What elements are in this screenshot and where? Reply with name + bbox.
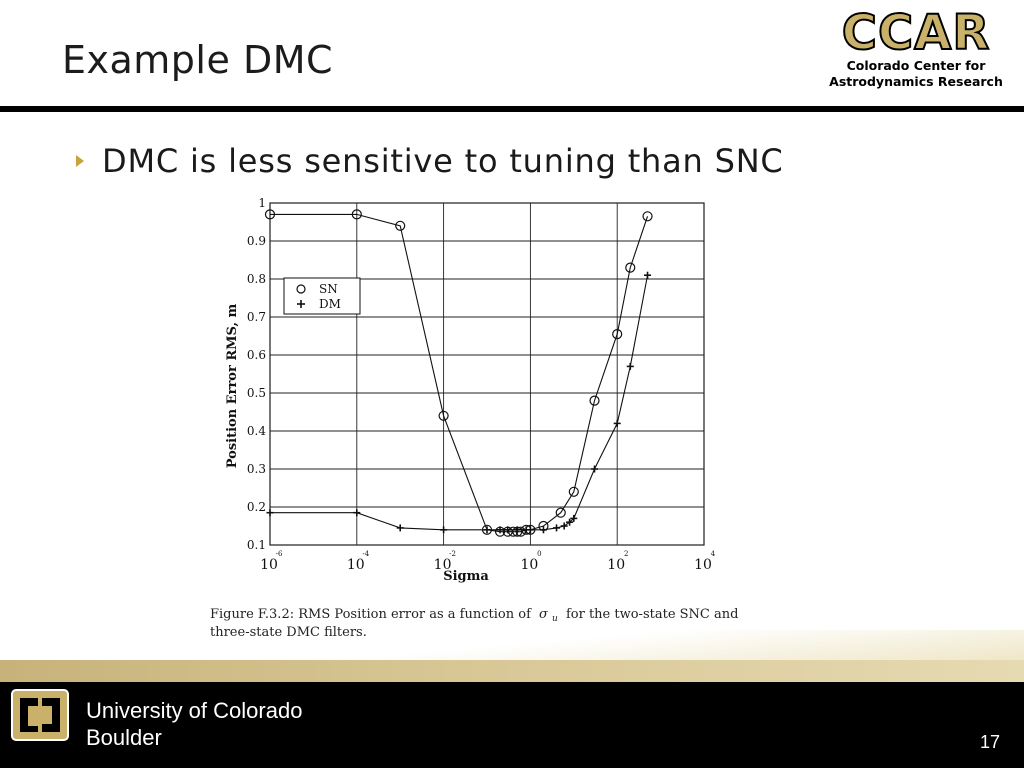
dm-point — [570, 514, 578, 522]
sn-point — [515, 526, 526, 537]
bullet-item: DMC is less sensitive to tuning than SNC — [76, 142, 784, 180]
dm-point — [591, 465, 599, 473]
y-tick-label: 0.4 — [247, 424, 266, 438]
slide-title: Example DMC — [62, 38, 334, 82]
y-tick-label: 0.8 — [247, 272, 266, 286]
chart-series — [264, 209, 653, 537]
chart-grid — [269, 202, 705, 546]
series-line-sn — [270, 213, 649, 533]
y-tick-label: 0.2 — [247, 500, 266, 514]
y-tick-label: 0.7 — [247, 310, 266, 324]
x-tick-exponent: -2 — [449, 550, 456, 558]
legend-dm-marker — [297, 300, 305, 308]
x-tick-exponent: -6 — [276, 550, 283, 558]
x-tick-label: 10 — [434, 557, 452, 573]
cu-logo-icon — [11, 689, 69, 741]
footer-gold-band — [0, 660, 1024, 682]
dm-point — [353, 509, 361, 517]
x-tick-exponent: -4 — [362, 550, 369, 558]
sn-point — [612, 329, 623, 340]
university-name-line2: Boulder — [86, 725, 162, 750]
sn-point — [395, 220, 406, 231]
plot-frame — [269, 202, 705, 546]
dm-point — [440, 526, 448, 534]
dm-point — [483, 526, 491, 534]
caption-line1-end: for the two-state SNC and — [566, 607, 738, 622]
bullet-text: DMC is less sensitive to tuning than SNC — [102, 142, 784, 180]
sn-point — [568, 486, 579, 497]
triangle-bullet-icon — [76, 155, 84, 167]
university-name: University of Colorado Boulder — [86, 697, 302, 751]
ccar-logo-mark: CCAR — [841, 5, 991, 61]
sn-point — [625, 262, 636, 273]
sn-point — [642, 211, 653, 222]
dm-point — [560, 522, 568, 530]
y-tick-label: 0.6 — [247, 348, 266, 362]
x-tick-label: 10 — [694, 557, 712, 573]
x-axis-label: Sigma — [443, 569, 489, 584]
university-name-line1: University of Colorado — [86, 698, 303, 723]
x-tick-exponent: 2 — [624, 550, 628, 558]
rms-chart: 0.10.20.30.40.50.60.70.80.91 10-610-410-… — [210, 196, 738, 640]
ccar-logo: CCAR Colorado Center for Astrodynamics R… — [828, 5, 1004, 104]
y-tick-label: 0.9 — [247, 234, 266, 248]
dm-point — [513, 526, 521, 534]
dm-point — [644, 271, 652, 279]
dm-point — [396, 524, 404, 532]
dm-point — [613, 419, 621, 427]
dm-point — [539, 526, 547, 534]
dm-point — [566, 518, 574, 526]
y-axis-label: Position Error RMS, m — [225, 303, 240, 468]
caption-sigma: σ — [539, 607, 549, 622]
sn-point — [555, 507, 566, 518]
y-tick-label: 1 — [258, 196, 266, 210]
sn-point — [351, 209, 362, 220]
x-tick-exponent: 4 — [711, 550, 716, 558]
chart-caption: Figure F.3.2: RMS Position error as a fu… — [210, 607, 738, 640]
page-number: 17 — [979, 732, 1000, 752]
caption-sigma-sub: u — [552, 614, 558, 624]
footer-bar — [0, 682, 1024, 768]
dm-point — [496, 526, 504, 534]
legend-sn-marker — [296, 284, 306, 294]
y-tick-label: 0.3 — [247, 462, 266, 476]
dm-point — [626, 362, 634, 370]
caption-line1: Figure F.3.2: RMS Position error as a fu… — [210, 607, 532, 622]
footer-accent-fade — [380, 630, 1024, 660]
y-tick-label: 0.1 — [247, 538, 266, 552]
x-tick-label: 10 — [520, 557, 538, 573]
y-tick-labels: 0.1 0.2 0.3 0.4 0.5 0.6 0.7 0.8 0.9 1 — [247, 196, 266, 552]
legend-box — [283, 277, 361, 315]
chart-figure: 0.1 0.2 0.3 0.4 0.5 0.6 0.7 0.8 0.9 1 10 -6 10 -4 10-… — [200, 188, 740, 648]
ccar-logo-line1: Colorado Center for — [846, 58, 986, 73]
y-tick-label: 0.5 — [247, 386, 266, 400]
sn-point — [589, 395, 600, 406]
x-tick-label: 10 — [260, 557, 278, 573]
x-tick-label: 10 — [607, 557, 625, 573]
ccar-logo-line2: Astrodynamics Research — [829, 74, 1003, 89]
dm-point — [504, 526, 512, 534]
dm-point — [526, 526, 534, 534]
x-tick-exponent: 0 — [537, 550, 541, 558]
sn-point — [438, 410, 449, 421]
title-divider — [0, 106, 1024, 112]
caption-line2: three-state DMC filters. — [210, 625, 367, 640]
dm-point — [553, 524, 561, 532]
legend-dm-label: DM — [319, 297, 341, 311]
chart-legend: SN DM — [283, 277, 361, 315]
svg-text:Figure F.3.2: RMS Position err: Figure F.3.2: RMS Position error as a fu… — [210, 607, 738, 625]
sn-point — [264, 209, 276, 220]
x-tick-label: 10 — [347, 557, 365, 573]
dm-point — [266, 509, 274, 517]
legend-sn-label: SN — [319, 282, 338, 296]
